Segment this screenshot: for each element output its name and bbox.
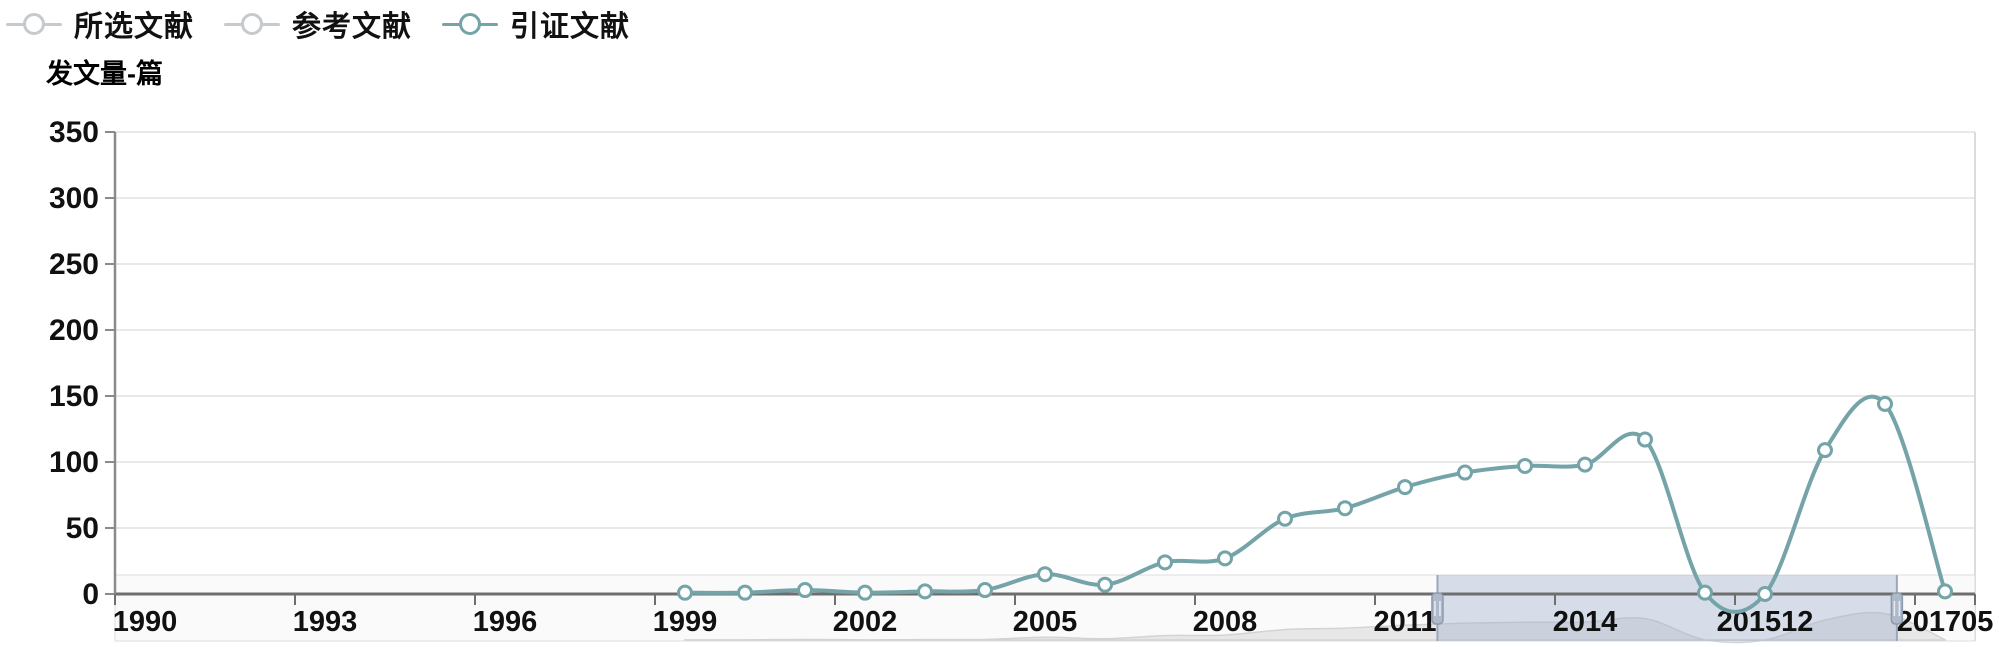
data-point-marker (1757, 586, 1773, 602)
y-axis-label: 50 (66, 512, 99, 545)
data-point-marker (1217, 550, 1233, 567)
line-series-icon (6, 12, 62, 36)
y-axis-label: 150 (49, 380, 99, 413)
x-axis-label: 201705 (1897, 606, 1994, 638)
data-point-marker (1697, 584, 1713, 601)
data-point-marker (1637, 431, 1653, 448)
data-point-marker (1937, 583, 1953, 600)
x-axis-label: 2011 (1374, 606, 1437, 638)
data-point-marker (1577, 456, 1593, 473)
x-axis-label: 1993 (293, 606, 358, 638)
x-axis-label: 2005 (1013, 606, 1078, 638)
line-series-icon (442, 12, 499, 36)
legend-item-references[interactable]: 参考文献 (224, 3, 412, 45)
legend-circle-0 (23, 13, 45, 35)
x-axis-label: 1990 (113, 606, 178, 638)
legend: 所选文献 参考文献 引证文献 (6, 4, 630, 44)
legend-circle-1 (241, 13, 264, 35)
y-axis-label: 350 (49, 116, 99, 149)
data-point-marker (1817, 442, 1833, 459)
datazoom-right-handle[interactable] (1890, 592, 1904, 625)
y-axis-label: 100 (49, 446, 99, 479)
y-axis-label: 300 (49, 182, 99, 215)
data-point-marker (797, 582, 813, 599)
data-point-marker (857, 584, 873, 601)
datazoom-data-silhouette (684, 611, 1946, 644)
y-axis-label: 200 (49, 314, 99, 347)
data-point-marker (1157, 554, 1173, 571)
y-axis-title: 发文量-篇 (46, 59, 163, 89)
y-axis-label: 0 (82, 578, 99, 611)
data-point-marker (977, 582, 993, 599)
x-axis-label: 1996 (473, 606, 538, 638)
data-point-marker (1037, 566, 1053, 583)
legend-item-citing-docs[interactable]: 引证文献 (442, 3, 630, 45)
legend-label: 参考文献 (292, 11, 413, 43)
legend-label: 引证文献 (510, 11, 631, 43)
data-point-marker (1277, 510, 1293, 527)
data-point-marker (677, 584, 693, 601)
legend-item-selected-docs[interactable]: 所选文献 (6, 3, 194, 45)
line-series-icon (224, 12, 281, 36)
legend-label: 所选文献 (74, 11, 195, 43)
datazoom-left-handle[interactable] (1431, 592, 1444, 625)
data-point-marker (1337, 500, 1353, 517)
data-point-marker (1877, 395, 1893, 412)
data-point-marker (737, 584, 753, 601)
x-axis-label: 1999 (653, 606, 718, 638)
x-axis-label: 2014 (1553, 606, 1618, 638)
data-point-marker (917, 583, 933, 600)
data-point-marker (1097, 576, 1113, 593)
legend-circle-2 (459, 13, 482, 35)
data-point-marker (1397, 479, 1413, 496)
datazoom-window[interactable] (1437, 575, 1897, 641)
x-axis-label: 2008 (1193, 606, 1258, 638)
y-axis-label: 250 (49, 248, 99, 281)
data-point-marker (1517, 457, 1533, 474)
x-axis-label: 2002 (833, 606, 898, 638)
data-point-marker (1457, 464, 1473, 481)
